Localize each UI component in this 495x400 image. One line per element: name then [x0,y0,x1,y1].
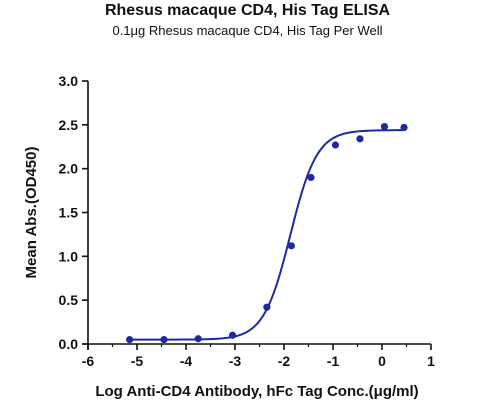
data-point [287,242,295,250]
data-point [307,173,315,182]
x-tick-label: 0 [378,353,386,369]
data-point [263,303,271,311]
data-point [380,122,389,131]
x-tick-label: -4 [180,353,193,369]
data-point [194,335,202,343]
data-point [400,123,408,132]
data-point [356,135,364,143]
data-points [126,122,408,344]
y-tick-label: 1.0 [59,248,79,264]
data-point [228,331,237,339]
data-point [160,336,168,344]
y-tick-label: 1.5 [59,205,79,221]
x-tick-label: -6 [82,353,95,369]
y-tick-label: 2.5 [59,117,79,133]
x-tick-label: -1 [327,353,340,369]
data-point [331,141,340,149]
y-tick-label: 0.0 [59,336,79,352]
x-tick-label: -3 [229,353,242,369]
x-tick-label: -5 [131,353,144,369]
x-tick-label: 1 [427,353,435,369]
y-axis-label: Mean Abs.(OD450) [23,147,40,279]
x-axis-label: Log Anti-CD4 Antibody, hFc Tag Conc.(μg/… [95,383,418,400]
chart-title: Rhesus macaque CD4, His Tag ELISA [104,2,391,19]
y-tick-label: 3.0 [59,73,79,89]
x-tick-label: -2 [278,353,291,369]
y-tick-label: 2.0 [59,161,79,177]
chart-subtitle: 0.1μg Rhesus macaque CD4, His Tag Per We… [112,23,383,38]
axes: -6 -5 -4 -3 -2 -1 0 1 0.0 0.5 1.0 1.5 2.0 2.5 3.0 [59,73,436,369]
y-tick-label: 0.5 [59,292,79,308]
data-point [126,336,134,344]
